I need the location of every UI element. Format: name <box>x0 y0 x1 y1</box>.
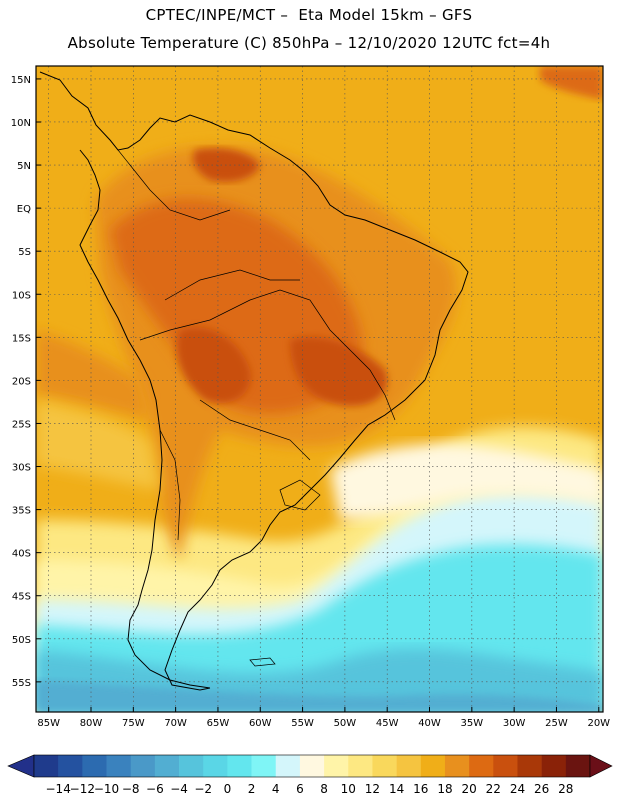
latitude-label: 20S <box>12 376 31 387</box>
latitude-label: EQ <box>17 204 31 215</box>
colorbar-swatch <box>58 755 83 777</box>
colorbar-swatch <box>251 755 277 777</box>
latitude-label: 50S <box>12 635 31 646</box>
colorbar-label: −4 <box>170 782 188 796</box>
colorbar-swatch <box>517 755 542 777</box>
colorbar-labels: −14−12−10 −8 −6 −4 −2 0 2 4 6 8 10 12 14 16 18 20 22 24 26… <box>46 782 574 796</box>
longitude-label: 40W <box>418 718 441 729</box>
coastline-borders <box>39 71 469 691</box>
longitude-label: 35W <box>461 718 484 729</box>
colorbar-label: −2 <box>194 782 212 796</box>
longitude-label: 20W <box>587 718 610 729</box>
colorbar-swatch <box>565 755 591 777</box>
longitude-label: 55W <box>291 718 314 729</box>
map-title-line-2: Absolute Temperature (C) 850hPa – 12/10/… <box>67 34 551 52</box>
colorbar-swatch <box>82 755 107 777</box>
colorbar-swatch <box>420 755 446 777</box>
latitude-labels: 15N 10N 5N EQ 5S 10S 15S 20S 25S 30S 35S 40S 45S 50S 5… <box>11 75 41 689</box>
colorbar-swatch <box>348 755 373 777</box>
colorbar-swatch <box>130 755 156 777</box>
longitude-label: 45W <box>376 718 399 729</box>
latitude-label: 55S <box>12 678 31 689</box>
longitude-label: 80W <box>80 718 103 729</box>
colorbar-swatch <box>179 755 204 777</box>
colorbar <box>7 754 613 778</box>
colorbar-swatch <box>396 755 422 777</box>
longitude-label: 25W <box>545 718 568 729</box>
colorbar-overflow-arrow <box>589 754 613 778</box>
colorbar-label: −6 <box>146 782 164 796</box>
map-title-line-1: CPTEC/INPE/MCT – Eta Model 15km – GFS <box>145 6 473 24</box>
colorbar-swatch <box>324 755 349 777</box>
graticule <box>36 66 603 712</box>
longitude-label: 60W <box>249 718 272 729</box>
colorbar-swatch <box>444 755 470 777</box>
colorbar-label: −10 <box>94 782 119 796</box>
colorbar-label: 26 <box>534 782 549 796</box>
colorbar-label: 28 <box>558 782 573 796</box>
latitude-label: 35S <box>12 506 31 517</box>
latitude-label: 5S <box>18 247 31 258</box>
latitude-label: 15N <box>11 75 31 86</box>
colorbar-label: 2 <box>248 782 256 796</box>
colorbar-label: 20 <box>461 782 476 796</box>
colorbar-label: −8 <box>122 782 140 796</box>
colorbar-label: −12 <box>70 782 95 796</box>
colorbar-swatch <box>154 755 180 777</box>
map-frame <box>35 65 604 713</box>
latitude-label: 10S <box>12 290 31 301</box>
temperature-field <box>36 66 603 712</box>
colorbar-swatch <box>106 755 131 777</box>
colorbar-swatch <box>299 755 325 777</box>
colorbar-label: 24 <box>510 782 525 796</box>
latitude-label: 45S <box>12 592 31 603</box>
colorbar-label: 14 <box>389 782 404 796</box>
colorbar-label: 22 <box>486 782 501 796</box>
colorbar-underflow-arrow <box>7 754 35 778</box>
latitude-label: 15S <box>12 333 31 344</box>
colorbar-label: 10 <box>341 782 356 796</box>
longitude-label: 30W <box>503 718 526 729</box>
latitude-label: 25S <box>12 419 31 430</box>
colorbar-label: 8 <box>320 782 328 796</box>
longitude-label: 50W <box>334 718 357 729</box>
longitude-label: 75W <box>122 718 145 729</box>
colorbar-label: 16 <box>413 782 428 796</box>
colorbar-label: 6 <box>296 782 304 796</box>
colorbar-swatch <box>34 755 59 777</box>
latitude-label: 5N <box>17 161 31 172</box>
colorbar-label: −14 <box>46 782 71 796</box>
colorbar-label: 12 <box>365 782 380 796</box>
longitude-label: 85W <box>37 718 60 729</box>
colorbar-swatch <box>275 755 301 777</box>
latitude-label: 10N <box>11 118 31 129</box>
longitude-label: 65W <box>207 718 230 729</box>
colorbar-swatch <box>227 755 252 777</box>
longitude-labels: 85W 80W 75W 70W 65W 60W 55W 50W 45W 40W 35W 30W 25W 2… <box>37 707 610 729</box>
colorbar-swatch <box>541 755 567 777</box>
latitude-label: 30S <box>12 463 31 474</box>
latitude-label: 40S <box>12 549 31 560</box>
colorbar-swatch <box>203 755 228 777</box>
longitude-label: 70W <box>164 718 187 729</box>
colorbar-swatch <box>469 755 494 777</box>
colorbar-label: 4 <box>272 782 280 796</box>
colorbar-label: 0 <box>224 782 232 796</box>
colorbar-swatch <box>372 755 397 777</box>
colorbar-swatch <box>493 755 518 777</box>
colorbar-label: 18 <box>437 782 452 796</box>
